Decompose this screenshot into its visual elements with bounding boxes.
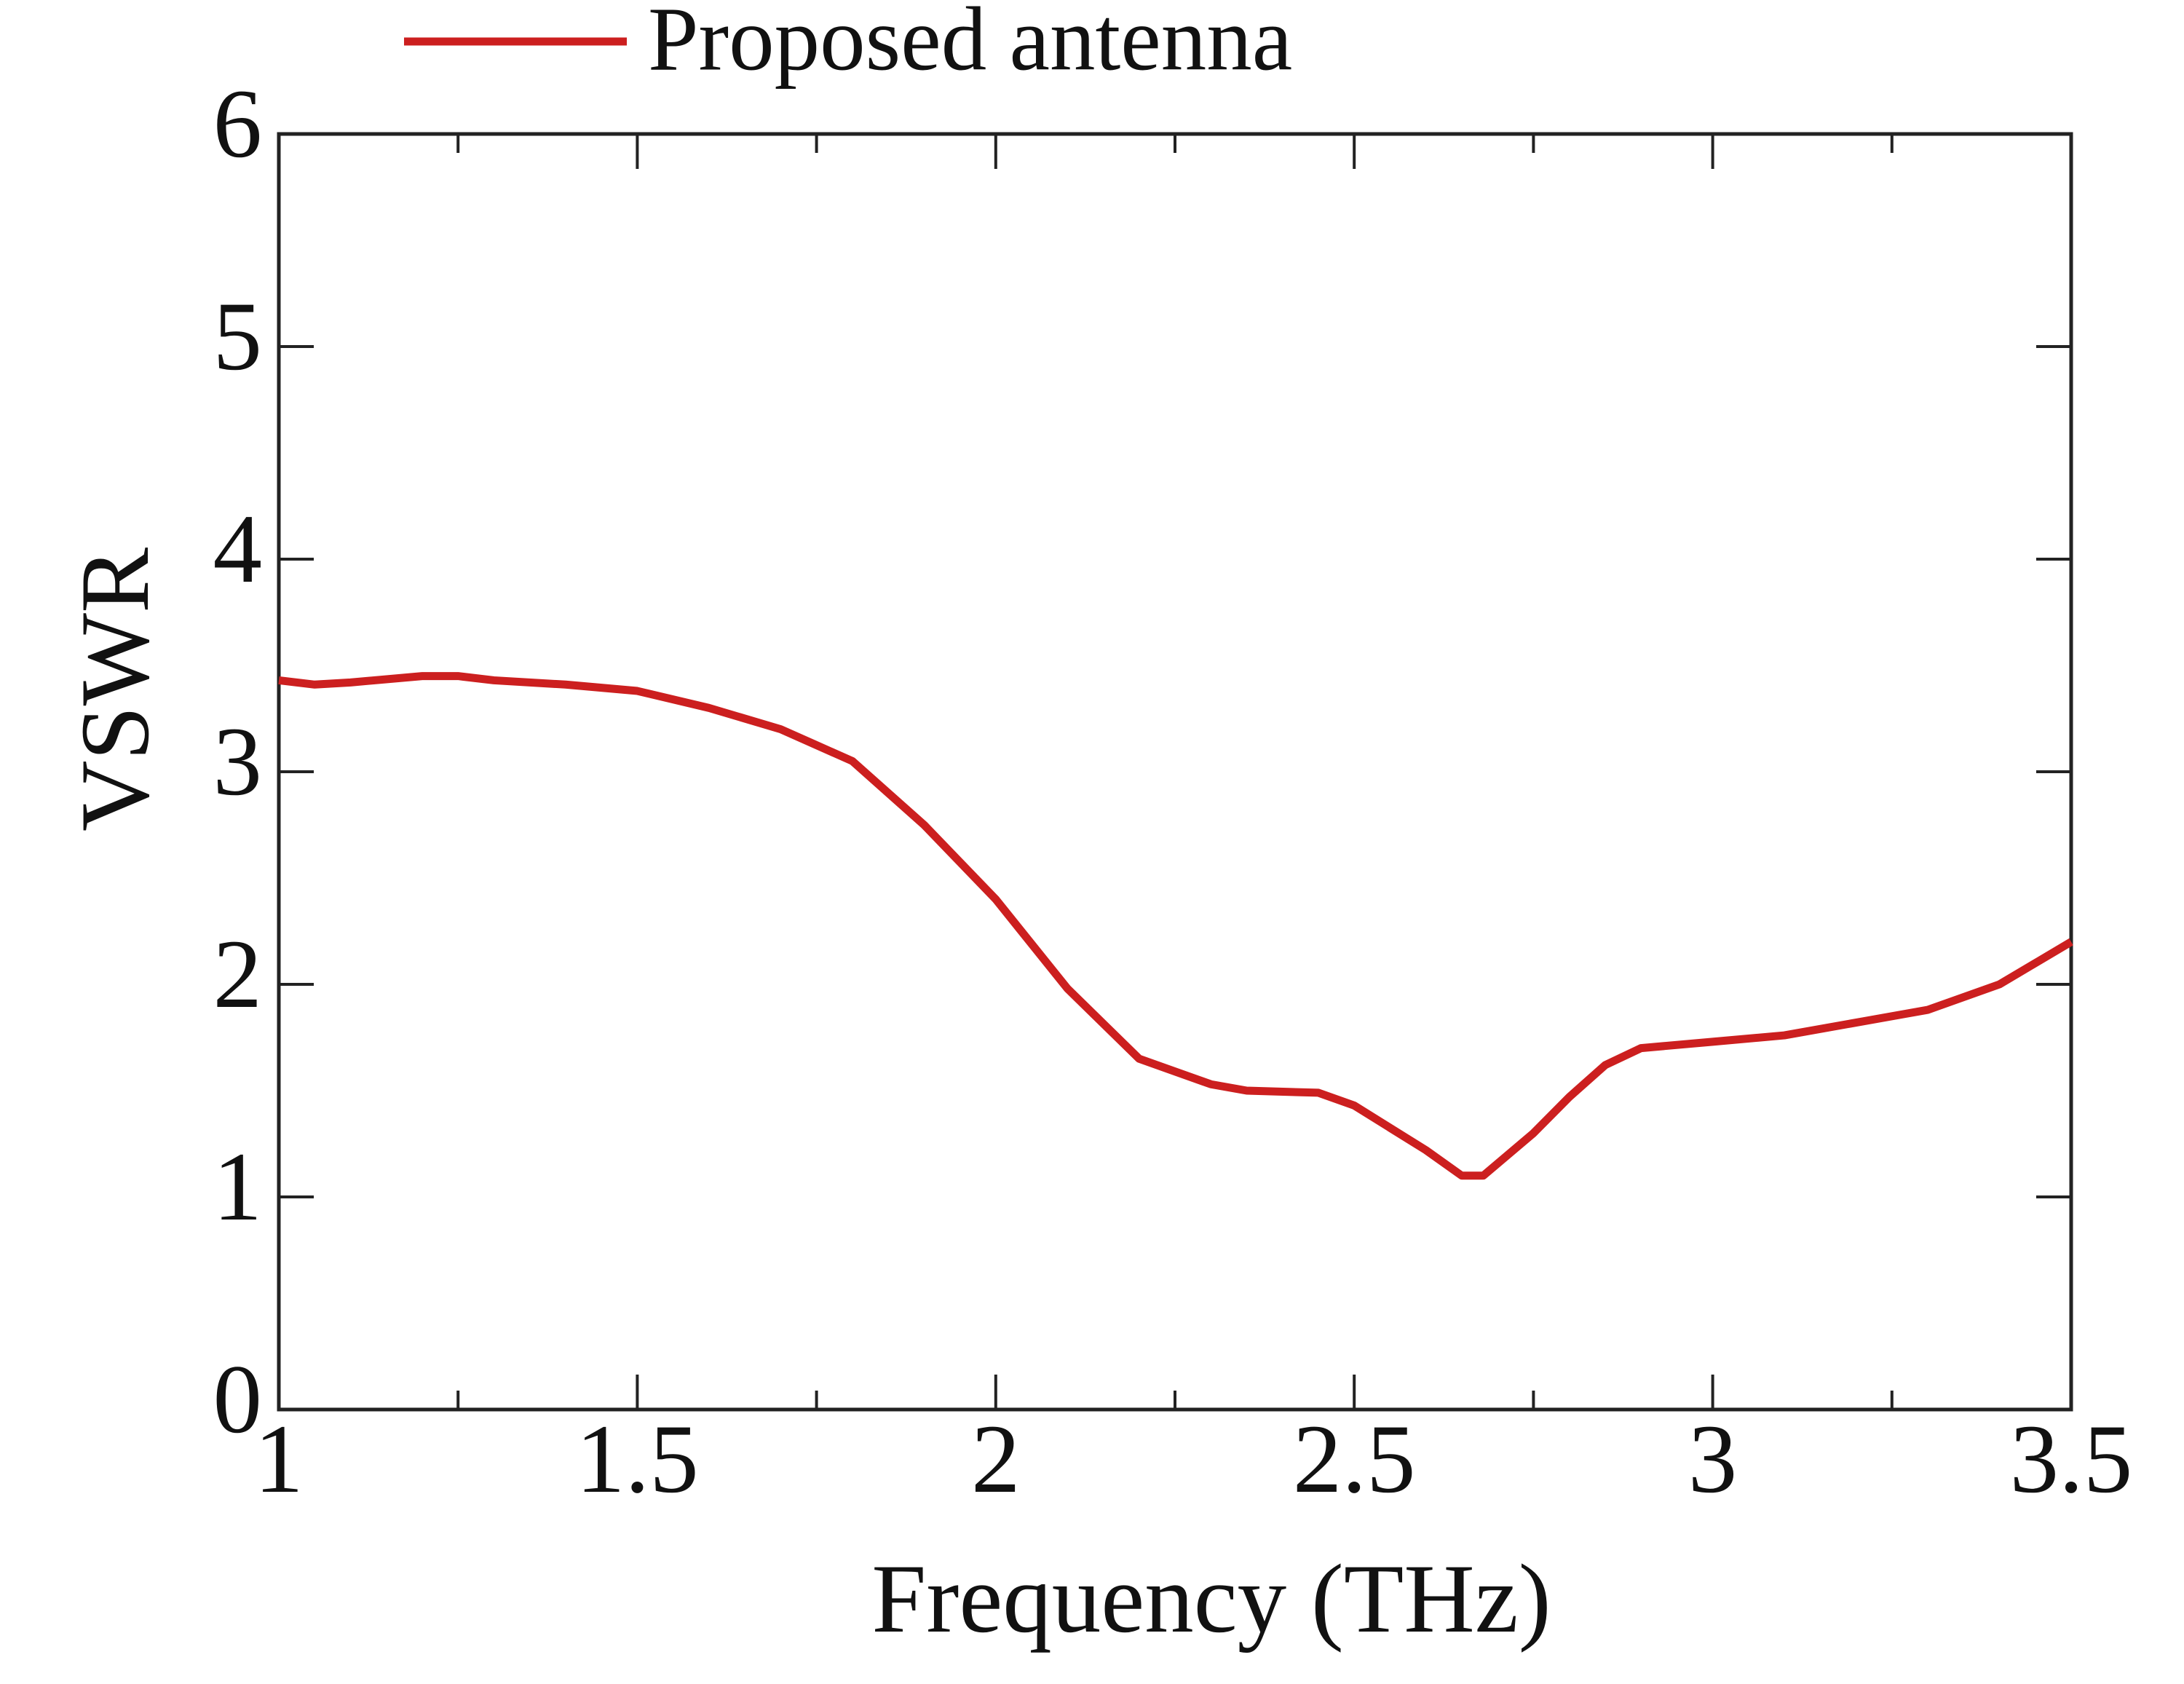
y-tick-label: 0 bbox=[213, 1345, 263, 1454]
y-tick-label: 6 bbox=[213, 70, 263, 178]
y-tick-label: 1 bbox=[213, 1133, 263, 1241]
x-tick-label: 2.5 bbox=[1293, 1405, 1416, 1514]
x-tick-label: 2 bbox=[971, 1405, 1021, 1514]
x-tick-label: 3.5 bbox=[2010, 1405, 2133, 1514]
data-line bbox=[278, 672, 2073, 1180]
y-tick-label: 4 bbox=[213, 495, 263, 604]
x-axis-label: Frequency (THz) bbox=[871, 1545, 1551, 1653]
x-tick-label: 1.5 bbox=[576, 1405, 699, 1514]
legend-label: Proposed antenna bbox=[648, 0, 1292, 90]
plot-frame bbox=[277, 132, 2073, 1412]
y-tick-label: 2 bbox=[213, 920, 263, 1029]
y-tick-label: 5 bbox=[213, 282, 263, 391]
y-tick-label: 3 bbox=[213, 708, 263, 816]
x-tick-label: 1 bbox=[254, 1405, 304, 1514]
y-axis-label: VSWR bbox=[61, 548, 170, 831]
x-tick-label: 3 bbox=[1688, 1405, 1738, 1514]
